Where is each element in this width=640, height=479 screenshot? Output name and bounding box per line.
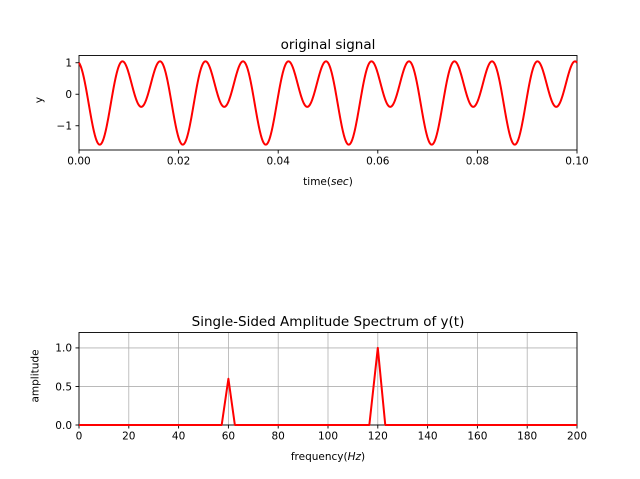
plot2-title: Single-Sided Amplitude Spectrum of y(t) xyxy=(191,314,465,330)
x-tick-label: 80 xyxy=(272,431,285,443)
plot1-ylabel: y xyxy=(33,96,46,104)
x-tick-label: 40 xyxy=(172,431,185,443)
x-tick-label: 0.06 xyxy=(366,156,390,168)
plot1-title: original signal xyxy=(280,37,376,53)
plot1-xlabel-italic: sec xyxy=(331,176,349,188)
spectrum-line xyxy=(79,346,577,426)
plot2-xlabel-post: ) xyxy=(361,451,366,463)
signal-line xyxy=(78,60,578,146)
plot2-xlabel-pre: frequency( xyxy=(290,451,348,463)
plot2-ylabel: amplitude xyxy=(29,349,42,403)
x-tick-label: 0.00 xyxy=(67,156,90,168)
x-tick-label: 120 xyxy=(368,431,388,443)
y-tick-label: 0.0 xyxy=(55,420,72,432)
plot1-xlabel: time(sec) xyxy=(79,176,577,189)
plot1-xlabel-pre: time( xyxy=(303,176,331,188)
x-tick-label: 0.10 xyxy=(565,156,588,168)
x-tick-label: 100 xyxy=(318,431,338,443)
plot2-xlabel-italic: Hz xyxy=(347,451,362,463)
x-tick-label: 200 xyxy=(567,431,587,443)
y-tick-label: 0 xyxy=(65,89,72,101)
axes-2: 0 20 40 60 80 100 120 140 160 180 200 0.0 0.5 1.0 xyxy=(55,332,587,443)
axes-1: 0.00 0.02 0.04 0.06 0.08 0.10 1 0 −1 xyxy=(57,55,589,168)
y-tick-label: 1 xyxy=(65,58,72,70)
axes-spines xyxy=(78,55,578,151)
x-tick-label: 160 xyxy=(467,431,487,443)
x-tick-label: 0.02 xyxy=(167,156,190,168)
x-tick-label: 0.08 xyxy=(466,156,489,168)
x-tick-label: 60 xyxy=(222,431,235,443)
x-tick-label: 0.04 xyxy=(267,156,291,168)
x-tick-label: 0 xyxy=(76,431,83,443)
y-tick-label: 1.0 xyxy=(55,343,72,355)
x-tick-label: 180 xyxy=(517,431,537,443)
plot2-xlabel: frequency(Hz) xyxy=(79,451,577,464)
x-tick-label: 140 xyxy=(418,431,438,443)
x-tick-label: 20 xyxy=(122,431,135,443)
y-tick-label: −1 xyxy=(57,121,72,133)
plot1-xlabel-post: ) xyxy=(348,176,353,188)
y-tick-label: 0.5 xyxy=(55,381,72,393)
